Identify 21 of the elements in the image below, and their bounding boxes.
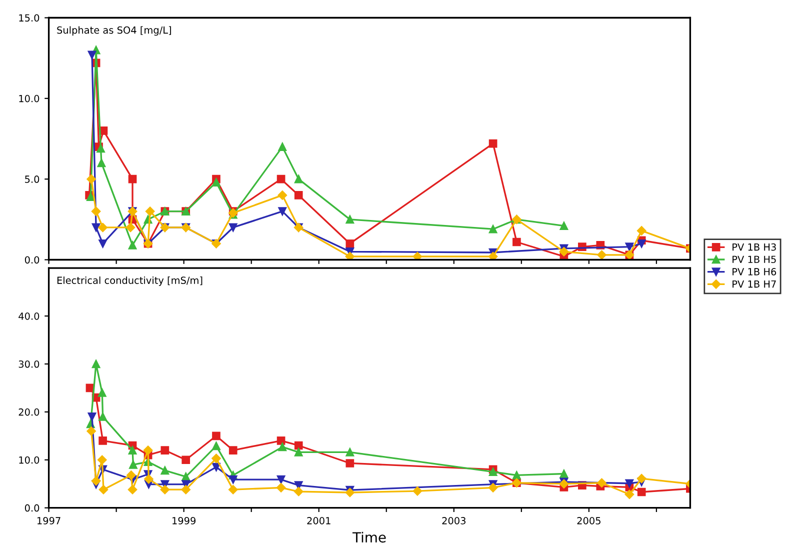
y-tick-label: 20.0	[18, 408, 40, 416]
y-tick-label: 0.0	[24, 504, 40, 512]
y-tick-label: 10.0	[19, 456, 40, 464]
legend-label: PV 1B H7	[732, 280, 776, 288]
x-tick-label: 1999	[172, 517, 196, 524]
y-tick-label: 40.0	[18, 312, 40, 320]
x-tick-label: 2001	[307, 517, 330, 524]
y-tick-label: 15.0	[19, 14, 40, 22]
legend-label: PV 1B H3	[732, 243, 776, 251]
x-tick-label: 1997	[37, 517, 60, 524]
legend-label: PV 1B H5	[732, 256, 776, 264]
text: Electrical conductivity [mS/m]	[57, 276, 202, 286]
x-tick-label: 2005	[577, 517, 600, 524]
y-tick-label: 10.0	[19, 94, 40, 102]
text: Sulphate as SO4 [mg/L]	[57, 26, 171, 36]
x-tick-label: 2003	[442, 517, 466, 524]
y-tick-label: 0.0	[24, 256, 40, 264]
x-axis-title: Time	[352, 532, 386, 543]
legend-label: PV 1B H6	[732, 268, 776, 276]
y-tick-label: 5.0	[25, 176, 40, 183]
y-tick-label: 30.0	[18, 360, 40, 368]
